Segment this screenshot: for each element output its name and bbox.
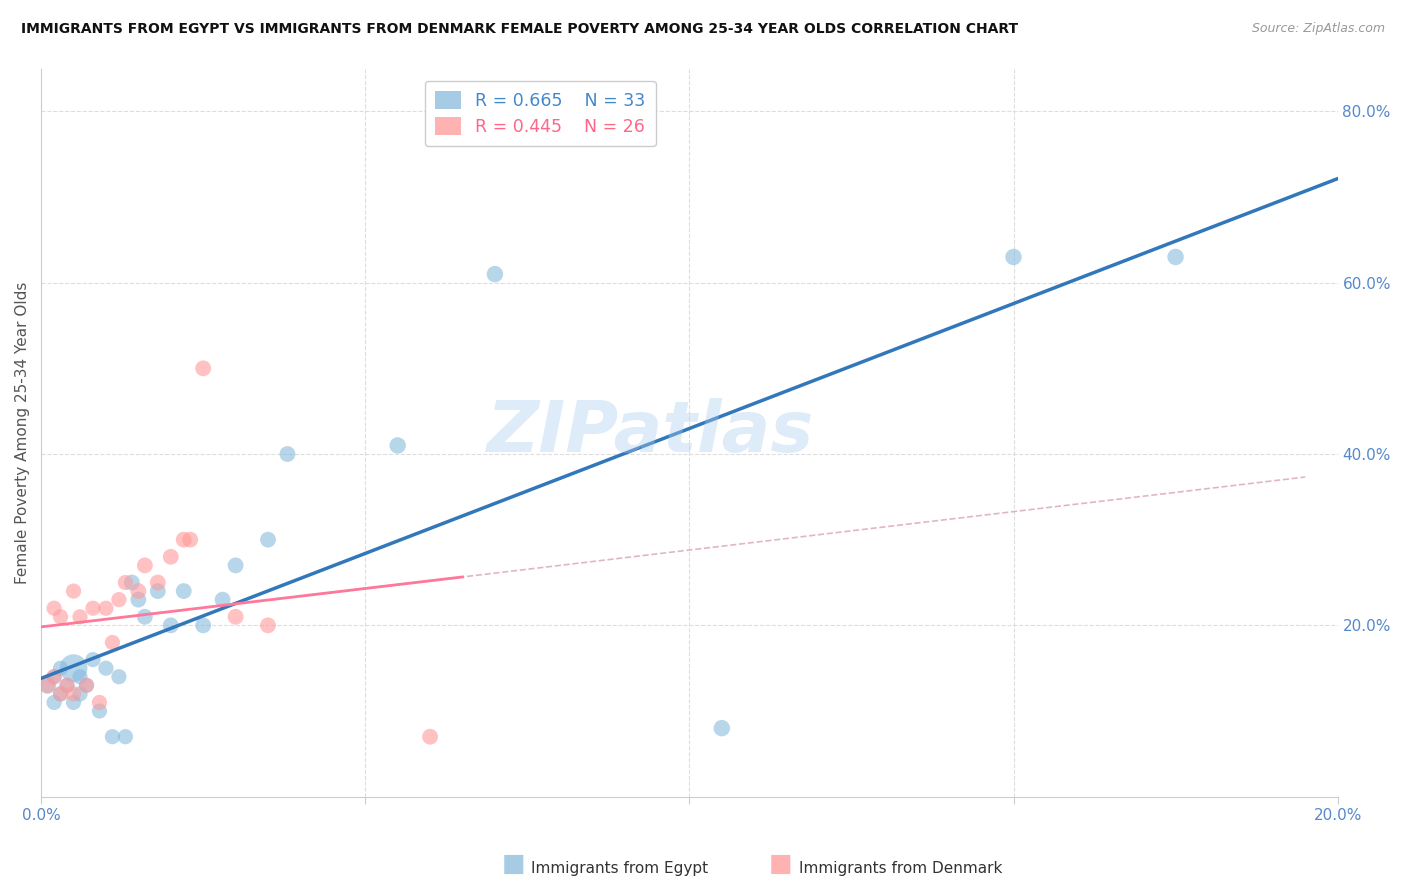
- Text: ZIPatlas: ZIPatlas: [486, 398, 814, 467]
- Legend: R = 0.665    N = 33, R = 0.445    N = 26: R = 0.665 N = 33, R = 0.445 N = 26: [425, 81, 655, 146]
- Text: IMMIGRANTS FROM EGYPT VS IMMIGRANTS FROM DENMARK FEMALE POVERTY AMONG 25-34 YEAR: IMMIGRANTS FROM EGYPT VS IMMIGRANTS FROM…: [21, 22, 1018, 37]
- Point: [387, 438, 409, 452]
- Point: [42, 670, 65, 684]
- Point: [134, 558, 156, 573]
- Point: [42, 695, 65, 709]
- Point: [42, 601, 65, 615]
- Text: Source: ZipAtlas.com: Source: ZipAtlas.com: [1251, 22, 1385, 36]
- Point: [69, 670, 91, 684]
- Point: [42, 670, 65, 684]
- Point: [69, 609, 91, 624]
- Point: [419, 730, 441, 744]
- Point: [193, 618, 215, 632]
- Point: [225, 609, 247, 624]
- Point: [108, 592, 131, 607]
- Point: [101, 730, 124, 744]
- Point: [94, 601, 117, 615]
- Point: [62, 661, 84, 675]
- Point: [159, 618, 181, 632]
- Point: [49, 661, 72, 675]
- Point: [49, 687, 72, 701]
- Text: Immigrants from Denmark: Immigrants from Denmark: [799, 861, 1002, 876]
- Point: [94, 661, 117, 675]
- Point: [127, 584, 149, 599]
- Text: ■: ■: [502, 852, 524, 876]
- Point: [121, 575, 143, 590]
- Point: [173, 533, 195, 547]
- Point: [56, 678, 79, 692]
- Point: [146, 584, 169, 599]
- Text: ■: ■: [769, 852, 792, 876]
- Point: [37, 678, 59, 692]
- Point: [76, 678, 98, 692]
- Point: [114, 575, 136, 590]
- Point: [108, 670, 131, 684]
- Point: [193, 361, 215, 376]
- Point: [69, 687, 91, 701]
- Point: [179, 533, 201, 547]
- Point: [710, 721, 733, 735]
- Point: [37, 678, 59, 692]
- Text: Immigrants from Egypt: Immigrants from Egypt: [531, 861, 709, 876]
- Point: [89, 704, 111, 718]
- Point: [82, 652, 104, 666]
- Point: [56, 678, 79, 692]
- Point: [1164, 250, 1187, 264]
- Point: [484, 267, 506, 281]
- Point: [211, 592, 233, 607]
- Point: [146, 575, 169, 590]
- Point: [159, 549, 181, 564]
- Point: [82, 601, 104, 615]
- Point: [1002, 250, 1025, 264]
- Point: [49, 687, 72, 701]
- Point: [173, 584, 195, 599]
- Point: [49, 609, 72, 624]
- Point: [101, 635, 124, 649]
- Point: [257, 618, 280, 632]
- Point: [225, 558, 247, 573]
- Point: [62, 695, 84, 709]
- Point: [257, 533, 280, 547]
- Point: [134, 609, 156, 624]
- Point: [114, 730, 136, 744]
- Point: [62, 584, 84, 599]
- Point: [127, 592, 149, 607]
- Y-axis label: Female Poverty Among 25-34 Year Olds: Female Poverty Among 25-34 Year Olds: [15, 281, 30, 583]
- Point: [89, 695, 111, 709]
- Point: [62, 687, 84, 701]
- Point: [276, 447, 298, 461]
- Point: [76, 678, 98, 692]
